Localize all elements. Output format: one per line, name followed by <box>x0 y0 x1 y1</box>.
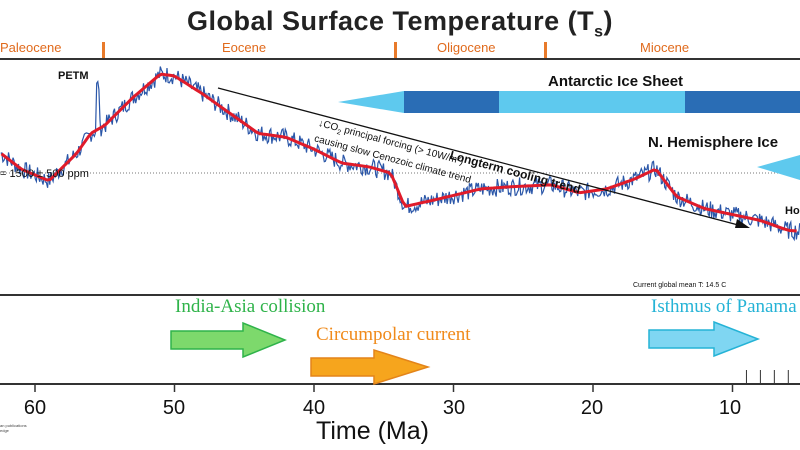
epoch-label-miocene: Miocene <box>640 40 690 55</box>
epoch-boundary-tick <box>544 42 547 60</box>
antarctic-ice-arrow-head <box>338 91 404 113</box>
x-axis-minor-ticks <box>745 370 789 383</box>
epoch-label-eocene: Eocene <box>222 40 267 55</box>
petm-label: PETM <box>58 70 89 82</box>
top-axis-line <box>0 58 800 60</box>
antarctic-ice-label: Antarctic Ice Sheet <box>548 73 684 90</box>
x-tick-label-30: 30 <box>442 397 466 419</box>
circumpolar-label: Circumpolar current <box>316 324 471 345</box>
current-mean-label: Current global mean T: 14.5 C <box>633 282 727 289</box>
antarctic-ice-band-light <box>499 91 685 113</box>
x-axis-ticks <box>34 383 734 392</box>
panama-arrow <box>648 320 761 358</box>
antarctic-ice-band-dark-recent <box>685 91 800 113</box>
panama-label: Isthmus of Panama <box>651 296 797 317</box>
epoch-label-oligocene: Oligocene <box>437 40 496 55</box>
x-tick-label-40: 40 <box>302 397 326 419</box>
epoch-boundary-tick <box>102 42 105 60</box>
cooling-trend-arrowhead <box>735 219 750 228</box>
panel-divider-line <box>0 294 800 296</box>
x-tick-label-60: 60 <box>23 397 47 419</box>
x-tick-label-10: 10 <box>718 397 742 419</box>
x-tick-label-50: 50 <box>162 397 186 419</box>
chart-title: Global Surface Temperature (Ts) <box>186 6 613 41</box>
northern-ice-arrow-head <box>757 155 800 180</box>
antarctic-ice-band-dark <box>404 91 499 113</box>
epoch-boundary-tick <box>394 42 397 60</box>
x-tick-label-20: 20 <box>580 397 604 419</box>
x-axis-label: Time (Ma) <box>316 417 429 445</box>
india-asia-label: India-Asia collision <box>175 296 326 317</box>
epoch-label-paleocene: Paleocene <box>0 40 62 55</box>
cooling-trend-arrow <box>217 87 743 227</box>
circumpolar-arrow <box>310 348 431 386</box>
northern-ice-label: N. Hemisphere Ice <box>648 134 779 151</box>
x-axis-line <box>0 383 800 385</box>
india-asia-arrow <box>170 321 287 359</box>
holocene-label-partial: Ho <box>785 205 800 217</box>
source-credit: an publications edge <box>0 423 27 433</box>
temperature-smoothed-series <box>0 72 797 233</box>
co2-label: = 1500 ± 500 ppm <box>0 168 89 180</box>
